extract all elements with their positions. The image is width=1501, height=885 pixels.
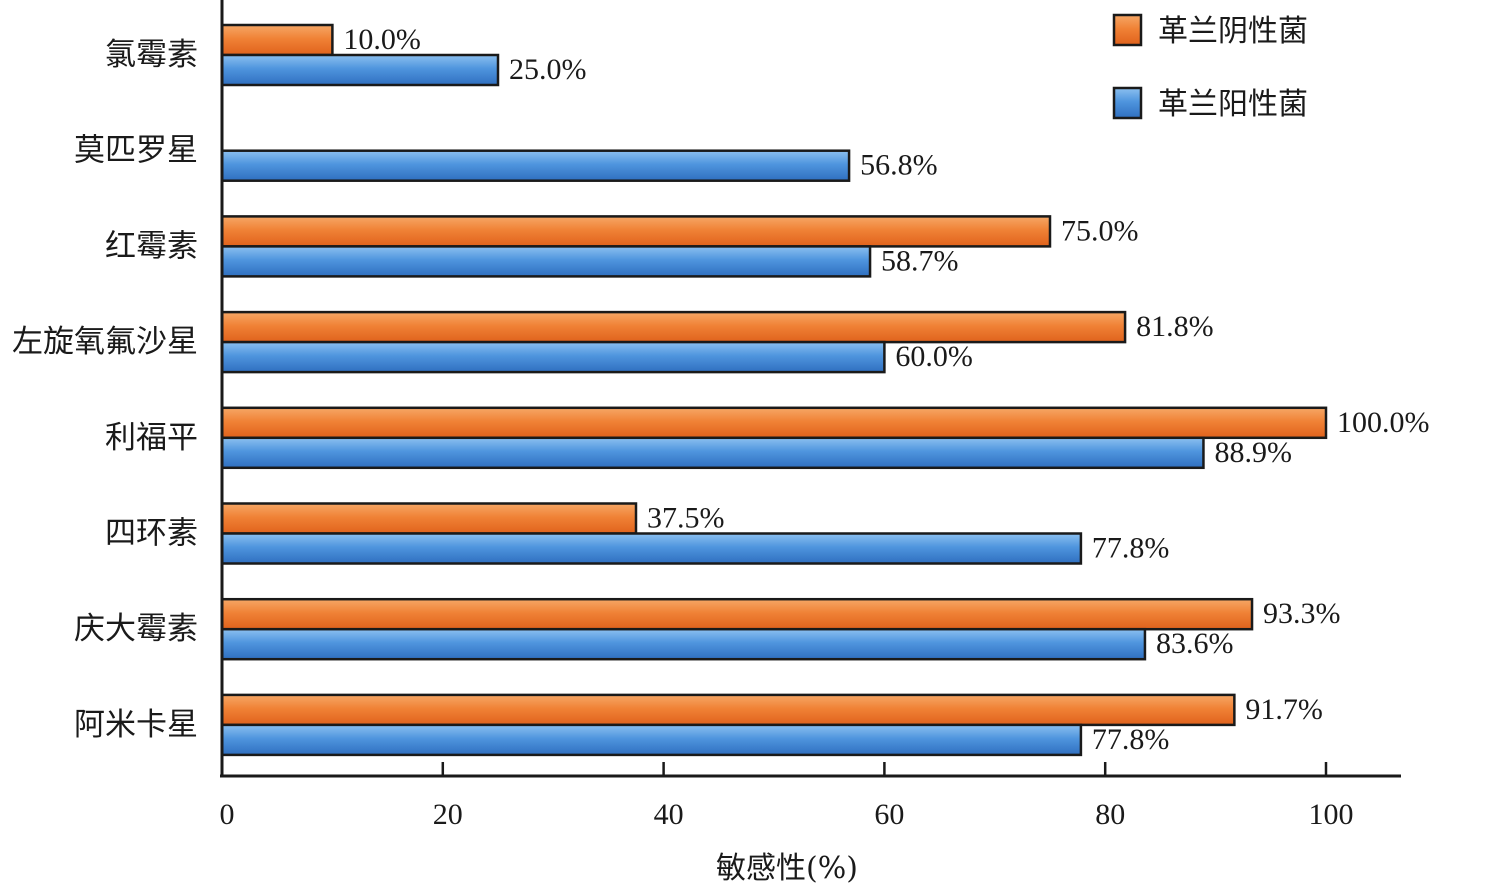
data-label: 58.7% <box>881 244 959 277</box>
data-label: 77.8% <box>1092 532 1170 565</box>
x-tick-label: 100 <box>1309 798 1354 831</box>
x-tick-group: 0 20 40 60 80 100 <box>220 762 1354 831</box>
category-label: 莫匹罗星 <box>74 133 198 169</box>
bar-gram-positive <box>220 723 1083 757</box>
bar-gram-negative <box>220 215 1052 248</box>
data-label: 88.9% <box>1214 436 1292 469</box>
x-tick-label: 20 <box>433 798 463 831</box>
legend-label: 革兰阳性菌 <box>1158 87 1308 122</box>
data-label: 81.8% <box>1136 310 1214 343</box>
bar-gram-negative <box>220 502 638 535</box>
bar-gram-negative <box>220 597 1254 631</box>
category-label: 氯霉素 <box>105 37 198 73</box>
x-axis-title: 敏感性(%) <box>716 851 858 885</box>
data-label: 37.5% <box>647 502 725 535</box>
legend-swatch-gram-negative <box>1112 13 1143 47</box>
legend-swatch-gram-positive <box>1112 86 1143 120</box>
bar-group <box>220 23 1328 757</box>
category-label: 阿米卡星 <box>74 707 198 743</box>
bar-gram-negative <box>220 693 1236 727</box>
bar-gram-negative <box>220 310 1127 344</box>
bar-gram-positive <box>220 53 500 87</box>
x-tick-label: 0 <box>220 798 235 831</box>
bar-gram-positive <box>220 627 1147 661</box>
axes <box>220 0 1401 778</box>
x-tick-label: 80 <box>1095 798 1125 831</box>
data-label: 25.0% <box>509 53 587 86</box>
category-label: 红霉素 <box>105 228 198 264</box>
bar-gram-positive <box>220 245 872 278</box>
data-label: 56.8% <box>860 149 938 182</box>
bar-gram-positive <box>220 340 886 374</box>
data-label: 100.0% <box>1337 406 1430 439</box>
bar-gram-positive <box>220 436 1205 470</box>
bar-gram-positive <box>220 532 1083 565</box>
category-label: 利福平 <box>105 420 198 456</box>
x-tick-label: 40 <box>654 798 684 831</box>
category-label: 庆大霉素 <box>74 611 198 647</box>
data-label: 75.0% <box>1061 214 1139 247</box>
data-label: 10.0% <box>343 23 421 56</box>
x-tick-label: 60 <box>874 798 904 831</box>
bar-gram-negative <box>220 23 334 57</box>
data-label: 91.7% <box>1245 693 1323 726</box>
bar-gram-negative <box>220 406 1328 440</box>
data-label: 93.3% <box>1263 597 1341 630</box>
bar-gram-positive <box>220 149 851 182</box>
value-label-group: 10.0% 25.0% 56.8% 75.0% 58.7% 81.8% 60.0% 100.0… <box>343 23 1429 756</box>
data-label: 77.8% <box>1092 723 1170 756</box>
data-label: 83.6% <box>1156 627 1234 660</box>
category-label: 左旋氧氟沙星 <box>12 324 198 360</box>
data-label: 60.0% <box>895 340 973 373</box>
category-label: 四环素 <box>105 516 198 552</box>
legend-label: 革兰阴性菌 <box>1158 14 1308 49</box>
